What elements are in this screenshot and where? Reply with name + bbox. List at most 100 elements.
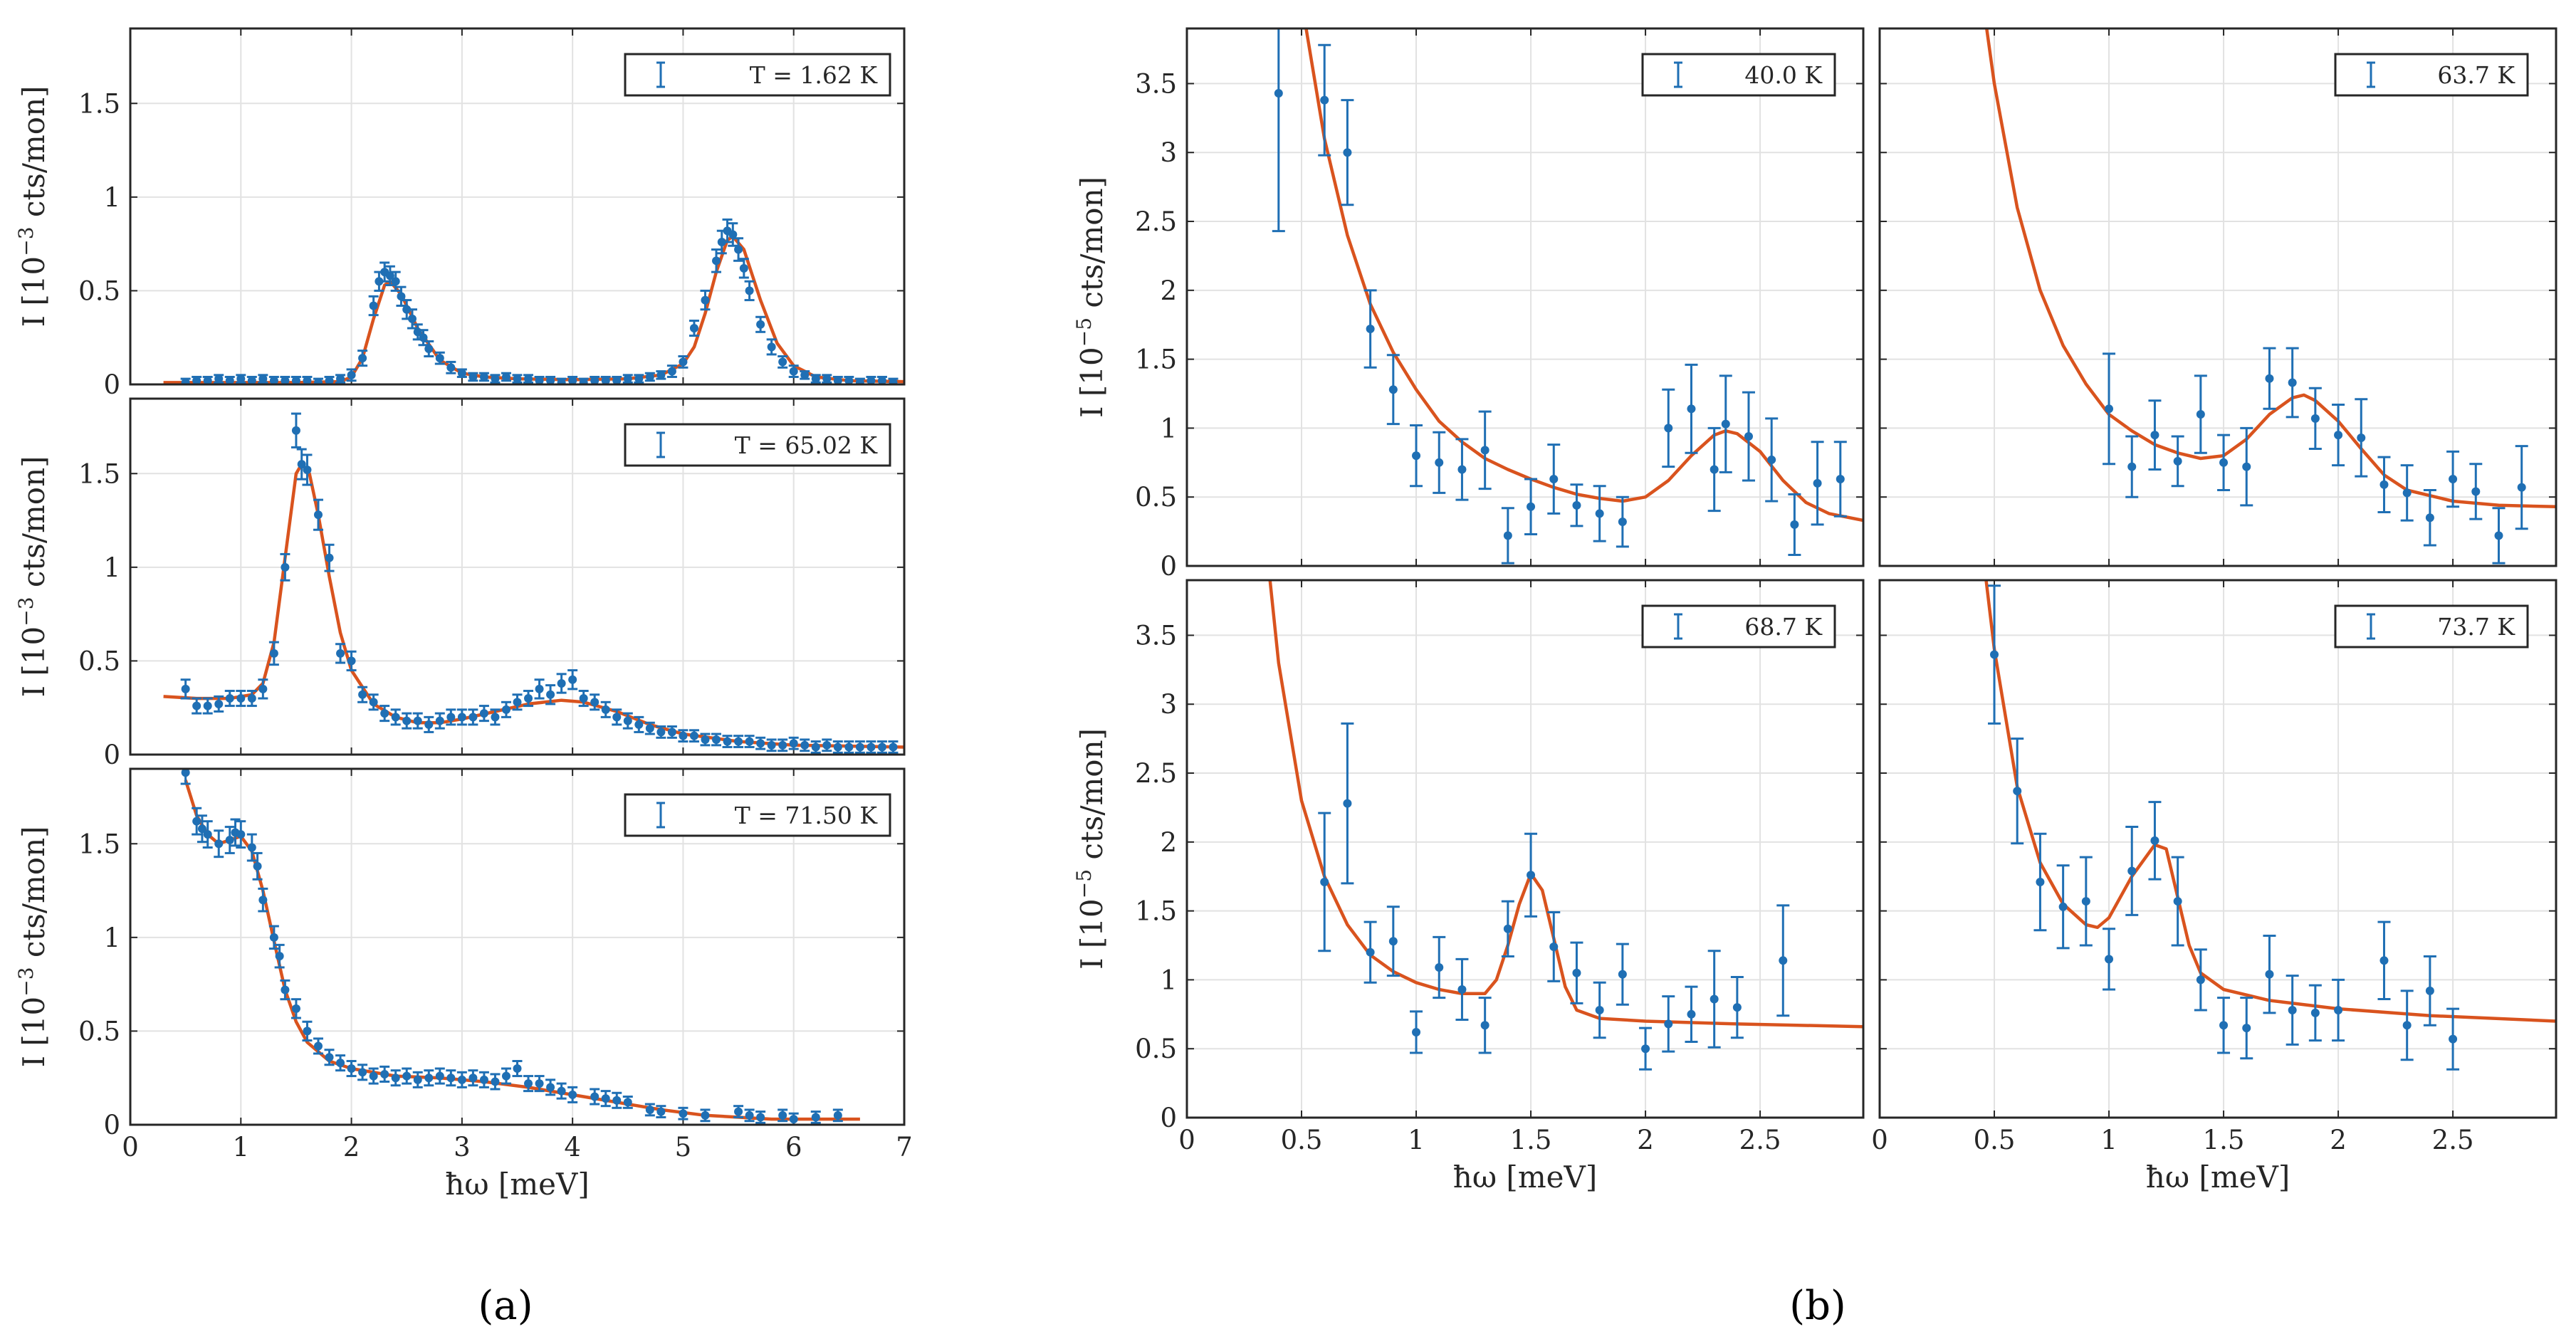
- data-point: [524, 1079, 533, 1088]
- data-point: [313, 378, 323, 384]
- y-tick-label: 1: [103, 923, 120, 953]
- data-point: [889, 378, 898, 384]
- y-axis-label-exponent: −3: [14, 597, 38, 626]
- data-point: [2425, 986, 2434, 995]
- data-point: [269, 649, 278, 658]
- data-point: [623, 374, 632, 384]
- data-point: [2219, 458, 2229, 467]
- y-axis-label-unit: cts/mon]: [1074, 728, 1109, 869]
- data-point: [679, 1109, 688, 1118]
- data-point: [380, 709, 389, 718]
- data-point: [247, 843, 256, 852]
- y-axis-label: I [10−5 cts/mon]: [1072, 177, 1109, 418]
- legend-box: [624, 793, 891, 837]
- data-point: [1710, 465, 1719, 474]
- data-point: [2494, 531, 2503, 540]
- data-point: [2058, 902, 2068, 911]
- data-point: [313, 510, 323, 520]
- data-point: [546, 690, 555, 699]
- y-axis-label-base: I [10: [1074, 347, 1109, 418]
- data-point: [303, 376, 312, 384]
- y-axis-label: I [10−3 cts/mon]: [14, 826, 51, 1067]
- x-tick-label: 2.5: [1739, 1125, 1781, 1155]
- data-point: [623, 716, 632, 725]
- data-point: [1687, 404, 1696, 414]
- data-point: [767, 342, 776, 352]
- data-point: [1412, 451, 1421, 461]
- data-point: [336, 1059, 345, 1068]
- data-point: [833, 1111, 842, 1120]
- data-layer: [1272, 28, 1847, 565]
- x-tick-label: 7: [896, 1132, 913, 1162]
- data-layer: [180, 218, 899, 384]
- data-point: [557, 679, 566, 688]
- data-point: [2081, 897, 2090, 906]
- data-point: [1813, 478, 1822, 488]
- y-tick-label: 1: [1160, 965, 1177, 995]
- x-tick-label: 0: [1871, 1125, 1888, 1155]
- data-point: [513, 1064, 522, 1073]
- data-point: [347, 370, 356, 379]
- data-point: [446, 363, 456, 372]
- data-point: [535, 684, 544, 693]
- data-point: [734, 245, 743, 254]
- data-point: [513, 698, 522, 707]
- data-layer: [1988, 584, 2460, 1071]
- data-layer: [180, 412, 899, 754]
- data-point: [203, 376, 212, 384]
- data-point: [336, 649, 345, 658]
- x-tick-label: 1: [1408, 1125, 1425, 1155]
- data-point: [712, 256, 721, 266]
- data-point: [778, 357, 787, 367]
- data-point: [1388, 937, 1398, 946]
- data-point: [590, 376, 600, 384]
- data-point: [358, 690, 367, 699]
- data-point: [568, 376, 577, 384]
- x-tick-label: 2: [2330, 1125, 2347, 1155]
- data-point: [778, 1111, 787, 1120]
- data-point: [1595, 509, 1604, 518]
- y-tick-label: 1.5: [1135, 896, 1177, 927]
- data-point: [391, 277, 400, 286]
- chart-panel-b2: 63.7 K: [1878, 27, 2557, 567]
- data-point: [612, 1096, 622, 1105]
- data-point: [501, 372, 511, 382]
- chart-panel-a1: 0 0.5 1 1.5 T = 1.62 K I [10−3 cts/mon]: [14, 27, 906, 400]
- data-point: [739, 263, 748, 273]
- data-point: [1527, 871, 1536, 880]
- y-tick-label: 2: [1160, 827, 1177, 858]
- data-point: [424, 720, 434, 729]
- data-point: [2449, 475, 2458, 484]
- data-point: [2036, 877, 2045, 886]
- data-point: [491, 713, 500, 722]
- data-point: [712, 735, 721, 744]
- data-point: [557, 378, 566, 384]
- data-point: [756, 320, 765, 329]
- y-axis-label-exponent: −3: [14, 967, 38, 996]
- data-point: [645, 372, 654, 382]
- data-point: [181, 684, 190, 693]
- legend-box: [1641, 604, 1836, 649]
- y-axis-label-unit: cts/mon]: [16, 826, 51, 967]
- fit-curve: [1268, 580, 1863, 1029]
- data-point: [1457, 465, 1467, 474]
- data-point: [1503, 924, 1512, 933]
- y-axis-label-base: I [10: [1074, 898, 1109, 970]
- legend-box: [2334, 604, 2529, 649]
- data-point: [1618, 970, 1627, 979]
- data-point: [656, 370, 666, 379]
- x-tick-label: 2: [343, 1132, 360, 1162]
- x-tick-label: 2: [1637, 1125, 1654, 1155]
- data-point: [491, 374, 500, 384]
- data-point: [2196, 410, 2205, 419]
- y-tick-label: 0.5: [1135, 1034, 1177, 1064]
- data-point: [2219, 1021, 2229, 1030]
- data-point: [214, 374, 224, 384]
- data-point: [275, 952, 284, 961]
- data-point: [557, 1086, 566, 1096]
- data-point: [253, 861, 262, 871]
- data-point: [424, 345, 434, 353]
- data-point: [457, 1075, 466, 1084]
- data-point: [446, 1073, 456, 1083]
- data-point: [435, 1071, 444, 1081]
